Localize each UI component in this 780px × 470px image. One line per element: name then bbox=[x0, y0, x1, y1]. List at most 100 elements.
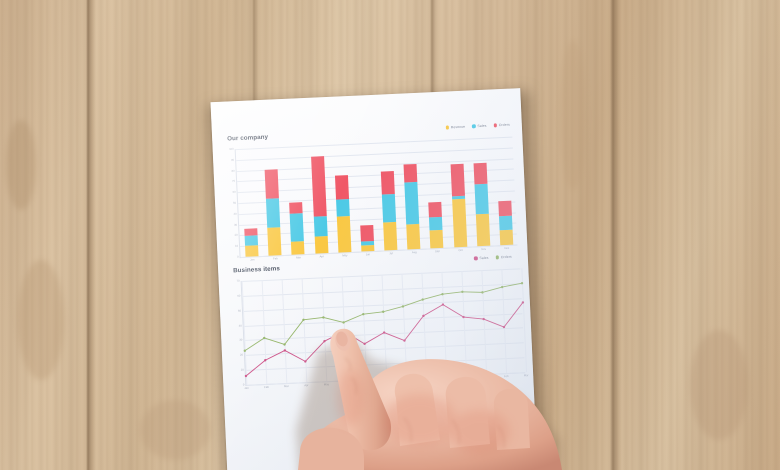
y-axis-tick-label: 40 bbox=[233, 212, 237, 216]
bar-stack[interactable] bbox=[356, 143, 375, 252]
data-point[interactable] bbox=[401, 305, 405, 308]
bar-stack[interactable] bbox=[495, 137, 514, 246]
legend-swatch-orders bbox=[493, 123, 497, 128]
x-axis-tick-label: Jun bbox=[344, 382, 349, 386]
x-axis-tick-label: Feb bbox=[503, 375, 509, 379]
y-axis-tick-label: 0 bbox=[236, 255, 239, 259]
bar-chart-title: Our company bbox=[227, 133, 269, 143]
x-axis-tick-label: Feb bbox=[273, 257, 278, 261]
bar-segment-orders bbox=[473, 162, 488, 185]
x-axis-tick-label: Nov bbox=[481, 248, 487, 252]
y-axis-tick-label: 60 bbox=[232, 190, 236, 195]
bar-stack[interactable] bbox=[403, 141, 421, 250]
bar-segment-orders bbox=[450, 163, 465, 197]
bar-chart-y-axis: 0 10 20 30 40 50 60 70 80 90 100 bbox=[229, 137, 513, 259]
y-axis-tick-label: 20 bbox=[239, 353, 244, 357]
y-axis-tick-label: 10 bbox=[234, 244, 239, 248]
bar-segment-orders bbox=[334, 175, 349, 200]
x-axis-tick-label: Jan bbox=[244, 386, 249, 391]
gridline bbox=[236, 158, 514, 172]
bar-stack[interactable] bbox=[333, 144, 352, 253]
y-axis-tick-label: 50 bbox=[237, 309, 242, 313]
data-point[interactable] bbox=[520, 281, 524, 285]
data-point[interactable] bbox=[481, 291, 484, 294]
bar-segment-sales bbox=[404, 181, 420, 225]
data-point[interactable] bbox=[421, 298, 424, 301]
bar-chart-bars bbox=[236, 137, 514, 257]
x-axis-tick-label: Jan bbox=[250, 258, 255, 262]
data-point[interactable] bbox=[482, 317, 485, 321]
bar-segment-orders bbox=[380, 171, 395, 195]
bar-stack[interactable] bbox=[426, 140, 444, 249]
data-point[interactable] bbox=[461, 290, 464, 294]
x-axis-tick-label: Feb bbox=[264, 386, 269, 390]
legend-item-line-orders[interactable]: Orders bbox=[495, 255, 512, 260]
x-axis-tick-label: Apr bbox=[319, 255, 324, 259]
bar-segment-orders bbox=[310, 155, 327, 217]
bar-stack[interactable] bbox=[310, 145, 329, 254]
line-chart-panel: Business items Sales Orders 0 10 20 30 40 50 6… bbox=[218, 254, 536, 458]
legend-item-orders[interactable]: Orders bbox=[493, 123, 510, 128]
x-axis-tick-label: Oct bbox=[458, 249, 463, 253]
bar-segment-sales bbox=[381, 193, 397, 223]
gridline bbox=[236, 147, 513, 161]
line-chart-plot-area: 0 10 20 30 40 50 60 70 Jan Feb Mar Apr May Jun Jul Aug… bbox=[237, 268, 529, 390]
data-point[interactable] bbox=[342, 321, 345, 324]
bar-stack[interactable] bbox=[380, 142, 398, 251]
bar-segment-revenue bbox=[429, 229, 444, 249]
y-axis-tick-label: 70 bbox=[232, 180, 236, 184]
bar-segment-revenue bbox=[267, 227, 282, 256]
data-point[interactable] bbox=[322, 316, 325, 319]
bar-segment-orders bbox=[498, 200, 512, 217]
x-axis-tick-label: Jul bbox=[364, 381, 369, 385]
y-axis-tick-label: 0 bbox=[242, 383, 245, 387]
bar-segment-orders bbox=[264, 168, 280, 199]
legend-label-revenue: Revenue bbox=[450, 124, 466, 130]
data-point[interactable] bbox=[441, 292, 444, 296]
legend-item-revenue[interactable]: Revenue bbox=[445, 125, 465, 130]
x-axis-tick-label: Aug bbox=[383, 380, 389, 384]
legend-item-sales[interactable]: Sales bbox=[472, 124, 487, 129]
data-point[interactable] bbox=[500, 285, 504, 289]
bar-stack[interactable] bbox=[264, 147, 282, 256]
gridline bbox=[237, 168, 514, 183]
gridline bbox=[239, 212, 516, 226]
x-axis-tick-label: May bbox=[342, 254, 348, 258]
data-point[interactable] bbox=[381, 310, 385, 313]
bar-stack[interactable] bbox=[449, 139, 467, 248]
bar-segment-revenue bbox=[475, 213, 491, 247]
bar-stack[interactable] bbox=[287, 146, 305, 255]
bar-segment-orders bbox=[244, 228, 258, 237]
y-axis-tick-label: 90 bbox=[231, 158, 235, 162]
bar-segment-sales bbox=[290, 213, 305, 242]
bar-chart-x-axis: Jan Feb Mar Apr May Jun Jul Aug Sep Oct Nov Dec bbox=[236, 137, 513, 262]
x-axis-tick-label: Dec bbox=[504, 247, 510, 251]
x-axis-tick-label: Sep bbox=[434, 250, 440, 254]
bar-segment-sales bbox=[498, 215, 513, 231]
x-axis-tick-label: Mar bbox=[284, 385, 289, 389]
x-axis-tick-label: Jun bbox=[365, 253, 371, 257]
legend-label-line-sales: Sales bbox=[479, 255, 489, 261]
gridline bbox=[237, 179, 515, 194]
data-point[interactable] bbox=[362, 312, 365, 316]
bar-segment-sales bbox=[244, 235, 259, 247]
x-axis-tick-label: Mar bbox=[523, 374, 529, 378]
line-chart-legend: Sales Orders bbox=[474, 255, 512, 261]
bar-segment-revenue bbox=[361, 244, 375, 252]
legend-swatch-sales bbox=[472, 124, 476, 129]
x-axis-tick-label: Oct bbox=[424, 378, 429, 383]
y-axis-tick-label: 50 bbox=[233, 201, 237, 205]
legend-item-line-sales[interactable]: Sales bbox=[474, 256, 489, 261]
legend-swatch-revenue bbox=[445, 125, 449, 130]
line-chart-series bbox=[243, 281, 525, 378]
y-axis-tick-label: 30 bbox=[239, 338, 243, 343]
bar-segment-sales bbox=[360, 241, 375, 246]
x-axis-tick-label: Jul bbox=[389, 252, 393, 256]
bar-stack[interactable] bbox=[241, 148, 259, 257]
y-axis-tick-label: 20 bbox=[234, 234, 238, 238]
x-axis-tick-label: Mar bbox=[296, 256, 301, 260]
bar-chart-legend: Revenue Sales Orders bbox=[445, 123, 510, 130]
bar-stack[interactable] bbox=[472, 138, 491, 247]
x-axis-tick-label: Nov bbox=[443, 377, 449, 382]
